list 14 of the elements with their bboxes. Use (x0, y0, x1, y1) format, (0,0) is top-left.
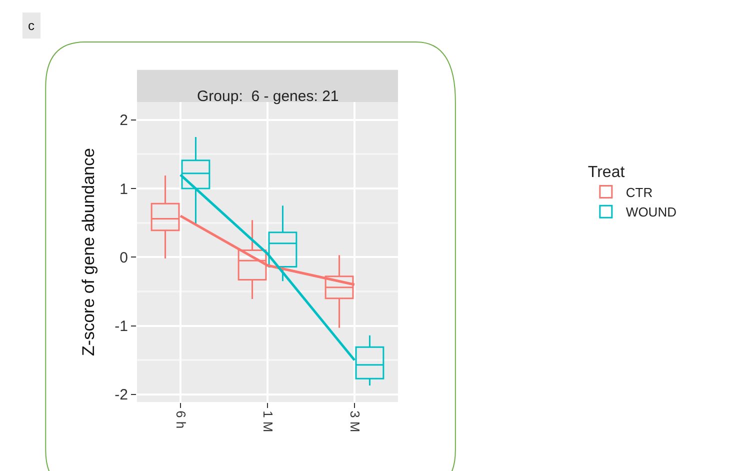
y-axis-title: Z-score of gene abundance (79, 148, 98, 356)
y-tick-label: 0 (120, 249, 128, 266)
x-tick-label: 6 h (173, 410, 188, 429)
chart-title: Group: 6 - genes: 21 (197, 88, 339, 105)
legend-title: Treat (588, 164, 626, 181)
legend-label: WOUND (626, 204, 676, 220)
legend-label: CTR (626, 184, 653, 200)
y-tick-label: -2 (114, 386, 128, 404)
y-tick-label: 2 (120, 112, 128, 130)
text: c (28, 18, 35, 33)
x-tick-label: 1 M (260, 410, 276, 432)
y-tick-label: -1 (114, 318, 128, 336)
y-tick-label: 1 (120, 180, 128, 198)
x-tick-label: 3 M (347, 410, 362, 432)
